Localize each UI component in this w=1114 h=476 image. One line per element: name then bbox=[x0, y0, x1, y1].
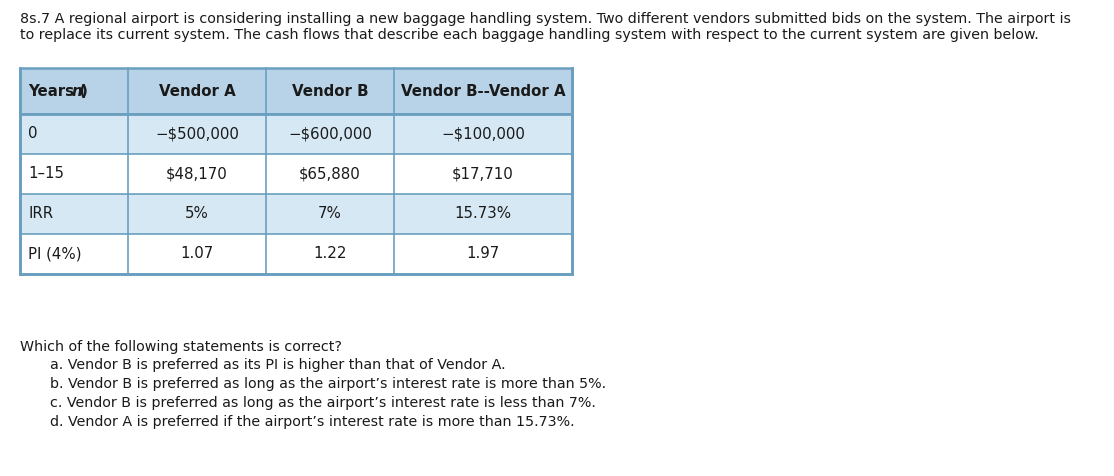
Bar bbox=[20, 114, 571, 154]
Text: $17,710: $17,710 bbox=[452, 167, 514, 181]
Text: −$500,000: −$500,000 bbox=[155, 127, 238, 141]
Text: 8s.7 A regional airport is considering installing a new baggage handling system.: 8s.7 A regional airport is considering i… bbox=[20, 12, 1071, 26]
Text: Vendor B--Vendor A: Vendor B--Vendor A bbox=[401, 83, 565, 99]
Text: a. Vendor B is preferred as its PI is higher than that of Vendor A.: a. Vendor B is preferred as its PI is hi… bbox=[50, 358, 506, 372]
Bar bbox=[20, 234, 571, 274]
Text: $65,880: $65,880 bbox=[300, 167, 361, 181]
Text: PI (4%): PI (4%) bbox=[28, 247, 81, 261]
Text: Which of the following statements is correct?: Which of the following statements is cor… bbox=[20, 340, 342, 354]
Text: 1.22: 1.22 bbox=[313, 247, 346, 261]
Text: $48,170: $48,170 bbox=[166, 167, 228, 181]
Bar bbox=[20, 194, 571, 234]
Text: IRR: IRR bbox=[28, 207, 53, 221]
Bar bbox=[20, 154, 571, 194]
Text: 1.97: 1.97 bbox=[467, 247, 499, 261]
Text: Vendor A: Vendor A bbox=[158, 83, 235, 99]
Text: −$600,000: −$600,000 bbox=[289, 127, 372, 141]
Text: −$100,000: −$100,000 bbox=[441, 127, 525, 141]
Bar bbox=[20, 68, 571, 274]
Text: 0: 0 bbox=[28, 127, 38, 141]
Text: ): ) bbox=[81, 83, 88, 99]
Text: 7%: 7% bbox=[319, 207, 342, 221]
Text: Years (: Years ( bbox=[28, 83, 86, 99]
Text: d. Vendor A is preferred if the airport’s interest rate is more than 15.73%.: d. Vendor A is preferred if the airport’… bbox=[50, 415, 575, 429]
Text: to replace its current system. The cash flows that describe each baggage handlin: to replace its current system. The cash … bbox=[20, 28, 1038, 42]
Text: n: n bbox=[72, 83, 82, 99]
Text: 1.07: 1.07 bbox=[180, 247, 214, 261]
Text: 15.73%: 15.73% bbox=[455, 207, 511, 221]
Text: 1–15: 1–15 bbox=[28, 167, 63, 181]
Text: b. Vendor B is preferred as long as the airport’s interest rate is more than 5%.: b. Vendor B is preferred as long as the … bbox=[50, 377, 606, 391]
Text: c. Vendor B is preferred as long as the airport’s interest rate is less than 7%.: c. Vendor B is preferred as long as the … bbox=[50, 396, 596, 410]
Text: 5%: 5% bbox=[185, 207, 209, 221]
Text: Vendor B: Vendor B bbox=[292, 83, 369, 99]
Bar bbox=[20, 68, 571, 114]
